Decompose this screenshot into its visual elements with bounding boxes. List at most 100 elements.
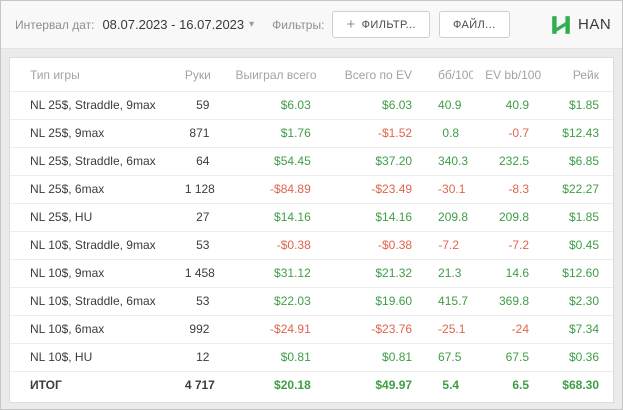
cell-bb100: 209.8	[426, 203, 474, 232]
toolbar: Интервал дат: 08.07.2023 - 16.07.2023 ▾ …	[1, 1, 622, 49]
cell-total-ev: $0.81	[324, 343, 427, 372]
cell-bb100: 67.5	[426, 343, 474, 372]
add-filter-button[interactable]: + ФИЛЬТР...	[332, 11, 430, 38]
cell-won-total: -$84.89	[223, 175, 325, 204]
cell-game-type: NL 25$, 9max	[10, 119, 173, 148]
cell-hands: 53	[172, 287, 224, 316]
cell-game-type: NL 25$, 6max	[10, 175, 173, 204]
cell-bb100: 5.4	[426, 371, 474, 399]
table-total-row[interactable]: ИТОГ 4 717 $20.18 $49.97 5.4 6.5 $68.30	[10, 371, 613, 399]
cell-total-ev: $37.20	[324, 147, 427, 176]
cell-total-ev: $6.03	[324, 91, 427, 120]
cell-rake: $0.36	[543, 343, 613, 372]
cell-won-total: $20.18	[223, 371, 325, 399]
table-row[interactable]: NL 10$, 6max 992 -$24.91 -$23.76 -25.1 -…	[10, 315, 613, 344]
results-table: Тип игры Руки Выиграл всего Всего по EV …	[10, 58, 613, 399]
cell-bb100: -25.1	[426, 315, 474, 344]
cell-total-ev: -$23.76	[324, 315, 427, 344]
cell-bb100: 21.3	[426, 259, 474, 288]
column-header-won-total[interactable]: Выиграл всего	[235, 68, 317, 82]
cell-won-total: $0.81	[223, 343, 325, 372]
table-row[interactable]: NL 10$, Straddle, 9max 53 -$0.38 -$0.38 …	[10, 231, 613, 260]
cell-total-label: ИТОГ	[10, 371, 173, 399]
cell-rake: $12.43	[543, 119, 613, 148]
cell-rake: $7.34	[543, 315, 613, 344]
cell-rake: $68.30	[543, 371, 613, 399]
cell-ev-bb100: -24	[473, 315, 544, 344]
cell-bb100: 40.9	[426, 91, 474, 120]
table-header-row: Тип игры Руки Выиграл всего Всего по EV …	[10, 58, 613, 92]
table-row[interactable]: NL 25$, 6max 1 128 -$84.89 -$23.49 -30.1…	[10, 175, 613, 204]
cell-ev-bb100: 6.5	[473, 371, 544, 399]
cell-ev-bb100: 232.5	[473, 147, 544, 176]
cell-total-ev: $19.60	[324, 287, 427, 316]
cell-hands: 59	[172, 91, 224, 120]
column-header-total-ev[interactable]: Всего по EV	[344, 68, 413, 82]
cell-hands: 64	[172, 147, 224, 176]
cell-hands: 871	[172, 119, 224, 148]
cell-bb100: -30.1	[426, 175, 474, 204]
table-row[interactable]: NL 25$, 9max 871 $1.76 -$1.52 0.8 -0.7 $…	[10, 119, 613, 148]
date-interval-label: Интервал дат:	[15, 17, 95, 32]
file-button[interactable]: ФАЙЛ...	[438, 11, 510, 38]
cell-total-ev: -$0.38	[324, 231, 427, 260]
table-row[interactable]: NL 25$, Straddle, 9max 59 $6.03 $6.03 40…	[10, 91, 613, 120]
report-panel: Тип игры Руки Выиграл всего Всего по EV …	[9, 57, 614, 403]
cell-total-ev: -$1.52	[324, 119, 427, 148]
cell-hands: 1 128	[172, 175, 224, 204]
cell-total-ev: $14.16	[324, 203, 427, 232]
cell-rake: $1.85	[543, 91, 613, 120]
cell-won-total: $14.16	[223, 203, 325, 232]
cell-rake: $0.45	[543, 231, 613, 260]
app-logo: HAN	[550, 14, 622, 36]
cell-game-type: NL 10$, 6max	[10, 315, 173, 344]
cell-won-total: -$0.38	[223, 231, 325, 260]
cell-ev-bb100: -0.7	[473, 119, 544, 148]
date-range-value: 08.07.2023 - 16.07.2023	[102, 17, 245, 32]
cell-ev-bb100: -7.2	[473, 231, 544, 260]
cell-total-ev: -$23.49	[324, 175, 427, 204]
cell-hands: 53	[172, 231, 224, 260]
cell-won-total: $22.03	[223, 287, 325, 316]
cell-bb100: 340.3	[426, 147, 474, 176]
cell-ev-bb100: 209.8	[473, 203, 544, 232]
plus-icon: +	[346, 16, 356, 33]
cell-bb100: -7.2	[426, 231, 474, 260]
chevron-down-icon: ▾	[249, 18, 255, 30]
column-header-hands[interactable]: Руки	[184, 68, 211, 82]
column-header-ev-bb100[interactable]: EV bb/100	[485, 68, 542, 82]
file-button-label: ФАЙЛ...	[452, 18, 496, 31]
column-header-bb100[interactable]: бб/100	[438, 68, 474, 82]
cell-won-total: $6.03	[223, 91, 325, 120]
cell-rake: $12.60	[543, 259, 613, 288]
cell-total-ev: $49.97	[324, 371, 427, 399]
cell-won-total: $1.76	[223, 119, 325, 148]
cell-ev-bb100: 40.9	[473, 91, 544, 120]
cell-hands: 12	[172, 343, 224, 372]
cell-ev-bb100: 14.6	[473, 259, 544, 288]
table-row[interactable]: NL 10$, Straddle, 6max 53 $22.03 $19.60 …	[10, 287, 613, 316]
cell-total-ev: $21.32	[324, 259, 427, 288]
cell-game-type: NL 10$, Straddle, 6max	[10, 287, 173, 316]
add-filter-button-label: ФИЛЬТР...	[361, 18, 416, 31]
cell-game-type: NL 25$, Straddle, 6max	[10, 147, 173, 176]
table-row[interactable]: NL 10$, 9max 1 458 $31.12 $21.32 21.3 14…	[10, 259, 613, 288]
cell-ev-bb100: 369.8	[473, 287, 544, 316]
column-header-rake[interactable]: Рейк	[572, 68, 599, 82]
cell-game-type: NL 25$, Straddle, 9max	[10, 91, 173, 120]
table-row[interactable]: NL 25$, Straddle, 6max 64 $54.45 $37.20 …	[10, 147, 613, 176]
cell-won-total: $54.45	[223, 147, 325, 176]
table-row[interactable]: NL 10$, HU 12 $0.81 $0.81 67.5 67.5 $0.3…	[10, 343, 613, 372]
hand2note-logo-icon	[552, 15, 570, 34]
cell-rake: $6.85	[543, 147, 613, 176]
date-range-picker[interactable]: 08.07.2023 - 16.07.2023 ▾	[102, 17, 254, 32]
cell-hands: 4 717	[172, 371, 224, 399]
cell-hands: 27	[172, 203, 224, 232]
column-header-game-type[interactable]: Тип игры	[30, 68, 80, 82]
cell-ev-bb100: -8.3	[473, 175, 544, 204]
cell-won-total: -$24.91	[223, 315, 325, 344]
table-row[interactable]: NL 25$, HU 27 $14.16 $14.16 209.8 209.8 …	[10, 203, 613, 232]
cell-rake: $1.85	[543, 203, 613, 232]
filters-label: Фильтры:	[272, 17, 325, 32]
